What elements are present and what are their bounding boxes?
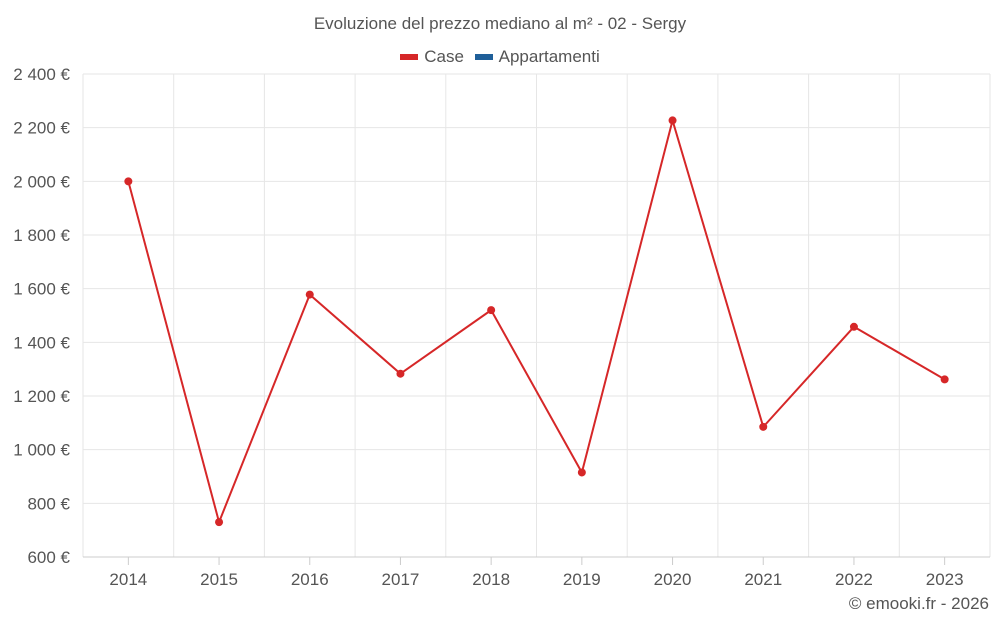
grid xyxy=(82,73,991,558)
legend-item-case[interactable]: Case xyxy=(400,47,464,67)
data-point[interactable] xyxy=(487,306,496,315)
x-tick-label: 2016 xyxy=(291,570,329,589)
x-tick-label: 2020 xyxy=(654,570,692,589)
legend-swatch-case xyxy=(400,54,419,60)
y-tick-label: 2 200 € xyxy=(13,119,70,138)
x-tick-label: 2018 xyxy=(472,570,510,589)
y-tick-label: 1 400 € xyxy=(13,333,70,352)
data-point[interactable] xyxy=(668,116,677,125)
data-point[interactable] xyxy=(759,422,768,431)
y-tick-label: 2 000 € xyxy=(13,172,70,191)
legend-label-case: Case xyxy=(424,47,464,66)
chart-title: Evoluzione del prezzo mediano al m² - 02… xyxy=(313,14,687,33)
y-tick-label: 800 € xyxy=(27,494,70,513)
legend-item-appartamenti[interactable]: Appartamenti xyxy=(474,47,600,67)
data-point[interactable] xyxy=(940,375,949,384)
data-point[interactable] xyxy=(305,290,314,299)
data-point[interactable] xyxy=(124,177,133,186)
legend-swatch-appartamenti xyxy=(474,54,493,60)
series-layer xyxy=(124,116,949,527)
x-tick-label: 2023 xyxy=(926,570,964,589)
chart-legend: Case Appartamenti xyxy=(0,45,1000,67)
legend-label-appartamenti: Appartamenti xyxy=(498,47,600,66)
data-point[interactable] xyxy=(849,322,858,331)
data-point[interactable] xyxy=(215,518,224,527)
y-tick-label: 600 € xyxy=(27,548,70,567)
y-tick-label: 1 000 € xyxy=(13,441,70,460)
x-tick-label: 2019 xyxy=(563,570,601,589)
y-tick-label: 1 800 € xyxy=(13,226,70,245)
series-line-case xyxy=(127,119,946,524)
y-tick-label: 2 400 € xyxy=(13,65,70,84)
y-tick-label: 1 600 € xyxy=(13,280,70,299)
x-tick-label: 2015 xyxy=(200,570,238,589)
x-tick-label: 2014 xyxy=(109,570,147,589)
x-tick-label: 2017 xyxy=(382,570,420,589)
data-point[interactable] xyxy=(396,369,405,378)
credits[interactable]: © emooki.fr - 2026 xyxy=(848,594,989,613)
y-tick-label: 1 200 € xyxy=(13,387,70,406)
axes: 600 € 800 € 1 000 € 1 200 € 1 400 € 1 600 € 1 … xyxy=(13,65,990,589)
x-tick-label: 2021 xyxy=(744,570,782,589)
x-tick-label: 2022 xyxy=(835,570,873,589)
data-point[interactable] xyxy=(577,468,586,477)
